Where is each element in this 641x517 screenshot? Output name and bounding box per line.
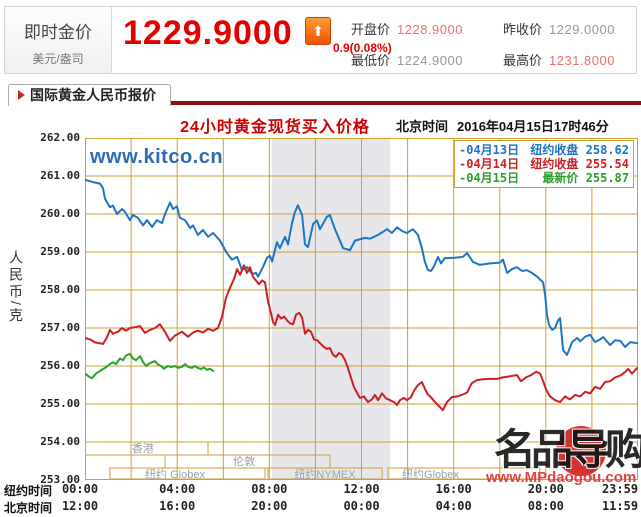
x-tick-label: 04:00 xyxy=(435,499,472,513)
x-tick-label: 20:00 xyxy=(527,482,564,496)
stat-low: 最低价 1224.9000 xyxy=(351,50,503,69)
x-axis-row-label-bj: 北京时间 xyxy=(4,501,53,515)
logo-text: 名品导购 xyxy=(494,426,641,473)
stat-value: 1229.0000 xyxy=(549,22,615,37)
stat-label: 昨收价 xyxy=(503,22,543,37)
x-tick-label: 08:00 xyxy=(527,499,564,513)
x-tick-label: 16:00 xyxy=(159,499,196,513)
chart-title: 24小时黄金现货买入价格 xyxy=(180,119,370,136)
y-tick-label: 261.00 xyxy=(40,169,80,182)
quote-stats: 开盘价 1228.9000 昨收价 1229.0000 最低价 1224.9000 最… xyxy=(351,19,615,69)
stat-value: 1224.9000 xyxy=(397,53,463,68)
price-change: 0.9(0.08%) xyxy=(333,41,392,55)
session-box xyxy=(387,467,541,480)
session-label: 纽约NYMEX xyxy=(294,467,356,480)
chart-legend: -04月13日 纽约收盘 258.62 -04月14日 纽约收盘 255.54 -04月… xyxy=(454,140,634,188)
x-tick-label: 04:00 xyxy=(159,482,196,496)
y-tick-label: 254.00 xyxy=(40,435,80,448)
y-axis-title: 人民币/克 xyxy=(8,250,24,325)
gold-price: 1229.9000 xyxy=(123,14,293,52)
legend-item: -04月13日 纽约收盘 258.62 xyxy=(459,143,629,157)
session-label: 伦敦 xyxy=(233,454,255,468)
session-box xyxy=(267,467,383,480)
series-line-04月14日 xyxy=(85,264,638,412)
stat-value: 1228.9000 xyxy=(397,22,463,37)
x-tick-label: 23:59 xyxy=(601,482,639,496)
kitco-watermark: www.kitco.cn xyxy=(90,146,224,168)
mpdaogou-watermark: www.MPdaogou.com xyxy=(486,469,637,486)
stat-open: 开盘价 1228.9000 xyxy=(351,19,503,38)
x-tick-label: 12:00 xyxy=(343,482,380,496)
x-tick-label: 11:59 xyxy=(601,499,639,513)
tab-gold-rmb-quote[interactable]: 国际黄金人民币报价 xyxy=(8,84,171,106)
y-tick-label: 258.00 xyxy=(40,283,80,296)
quote-unit: 美元/盎司 xyxy=(32,52,84,66)
realtime-quote-panel: 即时金价 美元/盎司 1229.9000 ⬆ 0.9(0.08%) 开盘价 122… xyxy=(4,6,637,74)
y-tick-label: 260.00 xyxy=(40,207,80,220)
x-tick-label: 16:00 xyxy=(435,482,472,496)
quote-title: 即时金价 xyxy=(24,23,92,42)
series-line-04月15日 xyxy=(85,352,215,380)
logo-circle-icon xyxy=(556,426,606,476)
session-box xyxy=(109,467,266,480)
stat-high: 最高价 1231.8000 xyxy=(503,50,615,69)
x-tick-label: 08:00 xyxy=(251,482,288,496)
session-label: 纽约Globex xyxy=(402,467,459,480)
datetime-value: 2016年04月15日17时46分 xyxy=(457,119,609,134)
tab-label: 国际黄金人民币报价 xyxy=(30,87,156,103)
stat-label: 最高价 xyxy=(503,53,543,68)
y-tick-label: 262.00 xyxy=(40,131,80,144)
up-arrow-icon: ⬆ xyxy=(305,17,331,45)
tab-underline xyxy=(8,101,641,105)
session-label: 纽约 Globex xyxy=(145,467,205,480)
x-tick-label: 00:00 xyxy=(343,499,380,513)
y-tick-label: 257.00 xyxy=(40,321,80,334)
stat-value: 1231.8000 xyxy=(549,53,615,68)
stat-label: 开盘价 xyxy=(351,22,391,37)
tab-arrow-icon xyxy=(18,90,25,100)
x-tick-label: 20:00 xyxy=(251,499,288,513)
session-label: 香港 xyxy=(132,442,154,455)
legend-item: -04月15日 最新价 255.87 xyxy=(459,171,629,185)
datetime-label: 北京时间 xyxy=(396,119,449,134)
chart-datetime: 北京时间 2016年04月15日17时46分 xyxy=(396,116,609,135)
series-line-04月13日 xyxy=(85,178,638,356)
stat-label: 最低价 xyxy=(351,53,391,68)
mpdaogou-logo: 名品导购 xyxy=(494,424,641,478)
stat-prev-close: 昨收价 1229.0000 xyxy=(503,19,615,38)
legend-item: -04月14日 纽约收盘 255.54 xyxy=(459,157,629,171)
session-box xyxy=(85,441,209,456)
quote-title-cell: 即时金价 美元/盎司 xyxy=(5,7,112,73)
x-axis-row-label-ny: 纽约时间 xyxy=(4,484,53,498)
y-tick-label: 256.00 xyxy=(40,359,80,372)
market-hours-band xyxy=(271,138,391,480)
y-tick-label: 255.00 xyxy=(40,397,80,410)
x-tick-label: 00:00 xyxy=(61,482,99,496)
x-tick-label: 12:00 xyxy=(61,499,99,513)
y-tick-label: 253.00 xyxy=(40,473,80,486)
y-tick-label: 259.00 xyxy=(40,245,80,258)
